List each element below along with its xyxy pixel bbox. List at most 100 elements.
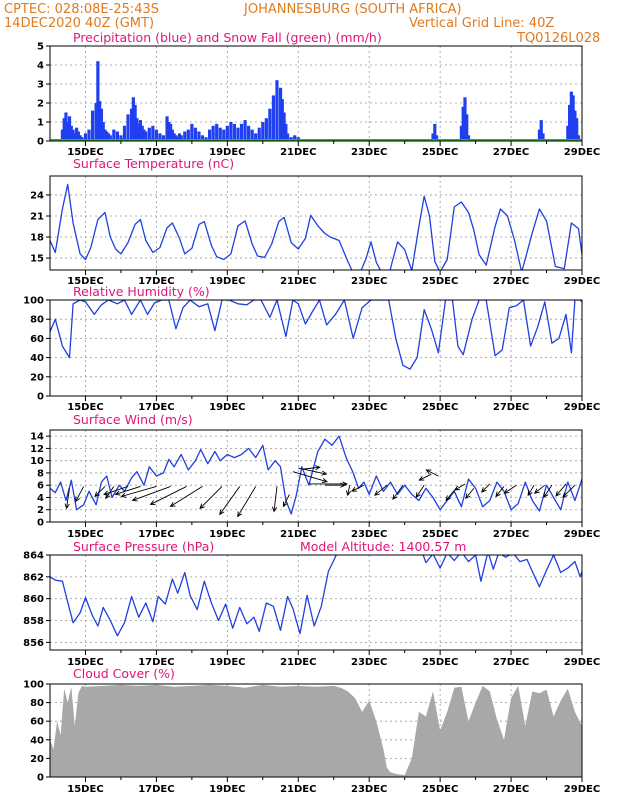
- cloud-cover-area: [50, 684, 582, 777]
- cloud-ytick-label: 0: [37, 773, 44, 784]
- precip-bar: [76, 131, 80, 141]
- precip-bar: [282, 112, 286, 141]
- precip-bar: [133, 104, 137, 141]
- precip-bar: [168, 123, 173, 141]
- wind-vector: [425, 469, 439, 477]
- wind-vector: [324, 482, 346, 488]
- wind-xtick-label: 25DEC: [422, 529, 458, 540]
- precip-ytick-label: 0: [37, 137, 44, 148]
- temperature-xtick-label: 19DEC: [209, 276, 245, 287]
- precip-bar: [264, 118, 268, 141]
- header: CPTEC: 028:08E-25:43S JOHANNESBURG (SOUT…: [4, 2, 600, 46]
- wind-vector: [555, 483, 567, 497]
- temperature-panel: Surface Temperature (nC) 15 18 21 24 15DEC 17D…: [30, 156, 600, 287]
- precip-bar: [434, 135, 439, 141]
- precip-bar: [576, 135, 581, 141]
- pressure-ytick-label: 860: [23, 594, 44, 605]
- precip-xtick-label: 23DEC: [351, 147, 387, 158]
- humidity-ytick-label: 40: [30, 353, 44, 364]
- temperature-title: Surface Temperature (nC): [73, 156, 234, 171]
- precip-bar: [197, 131, 201, 141]
- pressure-xtick-label: 17DEC: [138, 657, 174, 668]
- cloud-xtick-label: 29DEC: [564, 784, 600, 795]
- wind-vector: [350, 484, 365, 492]
- header-vertical-grid-line: Vertical Grid Line: 40Z: [409, 16, 554, 31]
- precip-xtick-label: 29DEC: [564, 147, 600, 158]
- cloud-xtick-label: 27DEC: [493, 784, 529, 795]
- precip-bar: [158, 133, 162, 141]
- wind-xtick-label: 15DEC: [67, 529, 103, 540]
- wind-vector: [271, 486, 278, 513]
- pressure-ytick-label: 858: [23, 616, 44, 627]
- wind-vector: [527, 484, 535, 497]
- wind-vector: [64, 488, 70, 510]
- precip-bar: [172, 133, 176, 141]
- precip-frame: [49, 45, 583, 142]
- wind-ytick-label: 10: [30, 456, 44, 467]
- precip-xtick-label: 19DEC: [209, 147, 245, 158]
- precip-bar: [170, 129, 174, 141]
- precip-bar: [539, 120, 543, 141]
- precip-bar: [105, 131, 109, 141]
- cloud-ytick-label: 60: [30, 717, 44, 728]
- wind-vector: [169, 486, 203, 507]
- header-location-coords: CPTEC: 028:08E-25:43S: [4, 2, 159, 17]
- precip-bar: [165, 116, 169, 141]
- temperature-xtick-label: 27DEC: [493, 276, 529, 287]
- humidity-ytick-label: 100: [23, 296, 44, 307]
- cloud-ytick-label: 80: [30, 698, 44, 709]
- humidity-title: Relative Humidity (%): [73, 284, 210, 299]
- cloud-ytick-label: 20: [30, 754, 44, 765]
- wind-vector: [75, 486, 85, 503]
- precip-bar: [275, 80, 279, 141]
- pressure-title: Surface Pressure (hPa): [73, 539, 214, 554]
- precip-bar: [566, 125, 570, 141]
- wind-vector: [465, 487, 475, 500]
- precip-bar: [247, 125, 251, 141]
- cloud-xtick-label: 21DEC: [280, 784, 316, 795]
- header-city: JOHANNESBURG (SOUTH AFRICA): [243, 2, 462, 17]
- humidity-xtick-label: 15DEC: [67, 402, 103, 413]
- precip-bar: [154, 129, 158, 141]
- wind-vector: [131, 486, 171, 502]
- wind-ytick-label: 14: [30, 432, 44, 443]
- precip-bar: [66, 122, 70, 141]
- pressure-frame: [49, 554, 583, 651]
- precip-bar: [293, 135, 297, 141]
- cloud-title: Cloud Cover (%): [73, 666, 175, 681]
- humidity-xtick-label: 25DEC: [422, 402, 458, 413]
- wind-xtick-label: 23DEC: [351, 529, 387, 540]
- temperature-ytick-label: 24: [30, 190, 44, 201]
- wind-ytick-label: 0: [37, 518, 44, 529]
- wind-vector: [292, 471, 328, 483]
- cloud-xtick-label: 19DEC: [209, 784, 245, 795]
- pressure-xtick-label: 29DEC: [564, 657, 600, 668]
- precip-bar: [280, 99, 284, 141]
- humidity-ytick-label: 20: [30, 372, 44, 383]
- temperature-series-line: [50, 183, 582, 270]
- precip-ytick-label: 2: [37, 99, 44, 110]
- precip-bar: [225, 125, 229, 141]
- precip-bar: [218, 127, 222, 141]
- precip-bar: [90, 110, 95, 141]
- precip-xtick-label: 25DEC: [422, 147, 458, 158]
- precip-bar: [73, 133, 77, 141]
- temperature-xtick-label: 23DEC: [351, 276, 387, 287]
- precip-bar: [78, 135, 82, 141]
- wind-vector: [495, 486, 505, 498]
- precip-bar: [167, 122, 171, 141]
- temperature-ytick-label: 18: [30, 233, 44, 244]
- wind-vector: [103, 486, 129, 496]
- precip-bar: [459, 125, 464, 141]
- precip-bar: [179, 135, 183, 141]
- pressure-xtick-label: 19DEC: [209, 657, 245, 668]
- precip-plot: [50, 61, 582, 141]
- wind-xtick-label: 17DEC: [138, 529, 174, 540]
- precip-bar: [60, 129, 65, 141]
- precip-bar: [463, 97, 467, 141]
- humidity-xtick-label: 27DEC: [493, 402, 529, 413]
- cloud-xtick-label: 23DEC: [351, 784, 387, 795]
- cloud-xtick-label: 17DEC: [138, 784, 174, 795]
- precip-bar: [174, 135, 178, 141]
